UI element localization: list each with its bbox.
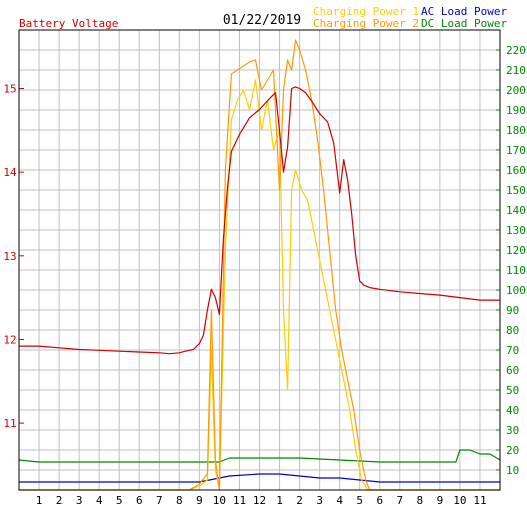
right-tick-label: 140: [506, 204, 526, 217]
right-axis: 10 20 30 40 50 60 70 80 90 100 110 120 130 140 150 160 1…: [496, 44, 526, 477]
left-tick-label: 12: [3, 333, 16, 346]
x-axis: 1 2 3 4 5 6 7 8 9 10 11 12 1 2 3 4 5 6 7 8 9 10 11: [36, 494, 487, 507]
grid: [19, 30, 500, 490]
left-axis: 11 12 13 14 15: [3, 83, 24, 430]
x-tick-label: 4: [96, 494, 103, 507]
x-tick-label: 11: [233, 494, 246, 507]
series-line-dc-load-power: [18, 449, 501, 463]
series-line-charging-power-1: [19, 79, 500, 491]
x-tick-label: 3: [316, 494, 323, 507]
x-tick-label: 4: [336, 494, 343, 507]
x-tick-label: 5: [356, 494, 363, 507]
x-tick-label: 7: [156, 494, 163, 507]
x-tick-label: 2: [296, 494, 303, 507]
x-tick-label: 8: [176, 494, 183, 507]
right-tick-label: 150: [506, 184, 526, 197]
right-tick-label: 60: [506, 364, 519, 377]
series-line-battery-voltage: [19, 86, 500, 355]
right-tick-label: 100: [506, 284, 526, 297]
right-tick-label: 70: [506, 344, 519, 357]
x-tick-label: 6: [136, 494, 143, 507]
right-tick-label: 170: [506, 144, 526, 157]
left-axis-title: Battery Voltage: [19, 17, 118, 30]
right-tick-label: 120: [506, 244, 526, 257]
right-tick-label: 180: [506, 124, 526, 137]
series-group: [18, 39, 501, 491]
x-tick-label: 5: [116, 494, 123, 507]
right-tick-label: 190: [506, 104, 526, 117]
x-tick-label: 8: [417, 494, 424, 507]
right-tick-label: 90: [506, 304, 519, 317]
right-tick-label: 210: [506, 64, 526, 77]
left-tick-label: 11: [3, 417, 16, 430]
chart-title: 01/22/2019: [223, 13, 301, 28]
left-tick-label: 14: [3, 166, 17, 179]
series-line-charging-power-2: [19, 39, 500, 491]
x-tick-label: 10: [453, 494, 466, 507]
right-tick-label: 20: [506, 444, 519, 457]
right-tick-label: 160: [506, 164, 526, 177]
x-tick-label: 3: [76, 494, 83, 507]
x-tick-label: 9: [437, 494, 444, 507]
legend-charging-power-2: Charging Power 2: [313, 17, 419, 30]
x-tick-label: 7: [396, 494, 403, 507]
x-tick-label: 2: [56, 494, 63, 507]
left-tick-label: 15: [3, 83, 16, 96]
right-tick-label: 220: [506, 44, 526, 57]
x-tick-label: 10: [213, 494, 226, 507]
legend-charging-power-1: Charging Power 1: [313, 5, 419, 18]
right-tick-label: 130: [506, 224, 526, 237]
plot-frame: [18, 29, 501, 491]
x-tick-label: 12: [253, 494, 266, 507]
right-tick-label: 110: [506, 264, 526, 277]
left-tick-label: 13: [3, 250, 16, 263]
right-tick-label: 40: [506, 404, 519, 417]
right-tick-label: 30: [506, 424, 519, 437]
legend-dc-load-power: DC Load Power: [421, 17, 507, 30]
right-tick-label: 200: [506, 84, 526, 97]
x-tick-label: 1: [276, 494, 283, 507]
right-tick-label: 80: [506, 324, 519, 337]
right-tick-label: 50: [506, 384, 519, 397]
right-tick-label: 10: [506, 464, 519, 477]
x-tick-label: 9: [196, 494, 203, 507]
series-line-ac-load-power: [19, 473, 500, 483]
x-tick-label: 1: [36, 494, 43, 507]
x-tick-label: 11: [473, 494, 486, 507]
x-tick-label: 6: [376, 494, 383, 507]
legend-ac-load-power: AC Load Power: [421, 5, 507, 18]
